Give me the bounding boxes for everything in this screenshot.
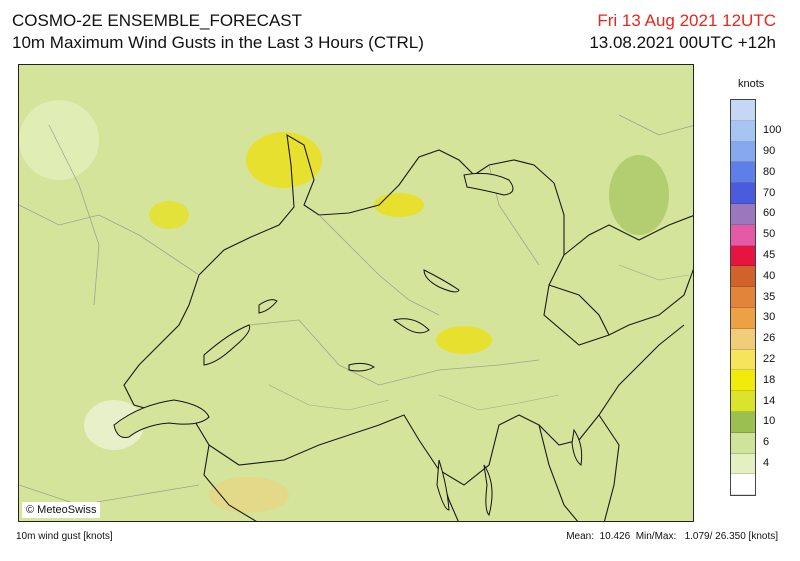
country-borders: [123, 133, 693, 521]
valid-time: Fri 13 Aug 2021 12UTC: [597, 11, 776, 30]
lakes: [113, 172, 583, 516]
legend-tick-label: 6: [763, 436, 770, 449]
lake-constance: [463, 172, 514, 196]
legend-swatch: [731, 453, 755, 475]
legend-swatch: [731, 391, 755, 412]
legend-color-bar: [730, 99, 756, 497]
lake-thun: [348, 362, 375, 372]
legend-swatch: [731, 120, 755, 142]
map-title: COSMO-2E ENSEMBLE_FORECAST: [12, 11, 303, 30]
legend-tick-label: 70: [763, 186, 776, 199]
lake-maggiore: [436, 459, 450, 511]
legend-tick-label: 45: [763, 249, 776, 261]
legend-swatch: [731, 203, 755, 225]
meteoswiss-credit: © MeteoSwiss: [22, 502, 101, 518]
legend-swatch: [731, 349, 755, 371]
footer-field-label: 10m wind gust [knots]: [16, 531, 113, 542]
legend-swatch: [731, 370, 755, 392]
legend-tick-label: 4: [763, 457, 770, 469]
legend-tick-label: 50: [763, 228, 776, 241]
legend-swatch: [731, 100, 755, 121]
run-time: 13.08.2021 00UTC +12h: [589, 33, 776, 52]
footer-statistics: Mean: 10.426 Min/Max: 1.079/ 26.350 [kno…: [566, 531, 778, 542]
date-block: Fri 13 Aug 2021 12UTC 13.08.2021 00UTC +…: [589, 10, 776, 54]
lake-geneva: [113, 399, 210, 438]
legend-tick-label: 22: [763, 353, 776, 365]
legend-swatch: [731, 474, 755, 496]
legend-swatch: [731, 245, 755, 267]
legend-swatch: [731, 224, 755, 246]
map-subtitle: 10m Maximum Wind Gusts in the Last 3 Hou…: [12, 33, 424, 52]
wind-gust-map[interactable]: © MeteoSwiss: [18, 64, 694, 522]
legend-tick-label: 100: [763, 124, 782, 137]
lake-neuchatel: [203, 324, 251, 366]
gust-highlights: [19, 100, 669, 513]
legend-unit: knots: [738, 78, 765, 90]
terrain-lines: [268, 264, 690, 411]
legend-swatch: [731, 287, 755, 308]
legend-tick-label: 35: [763, 290, 776, 303]
legend-tick-label: 90: [763, 145, 776, 157]
lake-zurich: [423, 269, 460, 293]
title-block: COSMO-2E ENSEMBLE_FORECAST 10m Maximum W…: [12, 10, 424, 54]
legend-tick-label: 60: [763, 207, 776, 220]
field-6kt: [19, 65, 693, 521]
legend-swatch: [731, 307, 755, 329]
legend-swatch: [731, 162, 755, 184]
lake-lucerne: [392, 318, 430, 334]
lake-garda: [571, 428, 583, 466]
legend-tick-label: 14: [763, 394, 776, 407]
legend-tick-label: 80: [763, 165, 776, 178]
legend-swatch: [731, 411, 755, 433]
legend-swatch: [731, 183, 755, 204]
map-canvas: [19, 65, 693, 521]
legend-tick-label: 26: [763, 332, 776, 345]
lake-como: [483, 464, 493, 516]
legend-swatch: [731, 328, 755, 350]
legend-swatch: [731, 432, 755, 454]
legend-tick-label: 10: [763, 415, 776, 428]
legend-swatch: [731, 266, 755, 288]
legend-tick-label: 40: [763, 269, 776, 282]
legend-tick-label: 30: [763, 311, 776, 324]
footer-stats-text: Mean: 10.426 Min/Max: 1.079/ 26.350 [kno…: [566, 531, 778, 542]
lake-bienne: [258, 299, 278, 314]
legend-tick-label: 18: [763, 373, 776, 386]
legend-swatch: [731, 141, 755, 163]
